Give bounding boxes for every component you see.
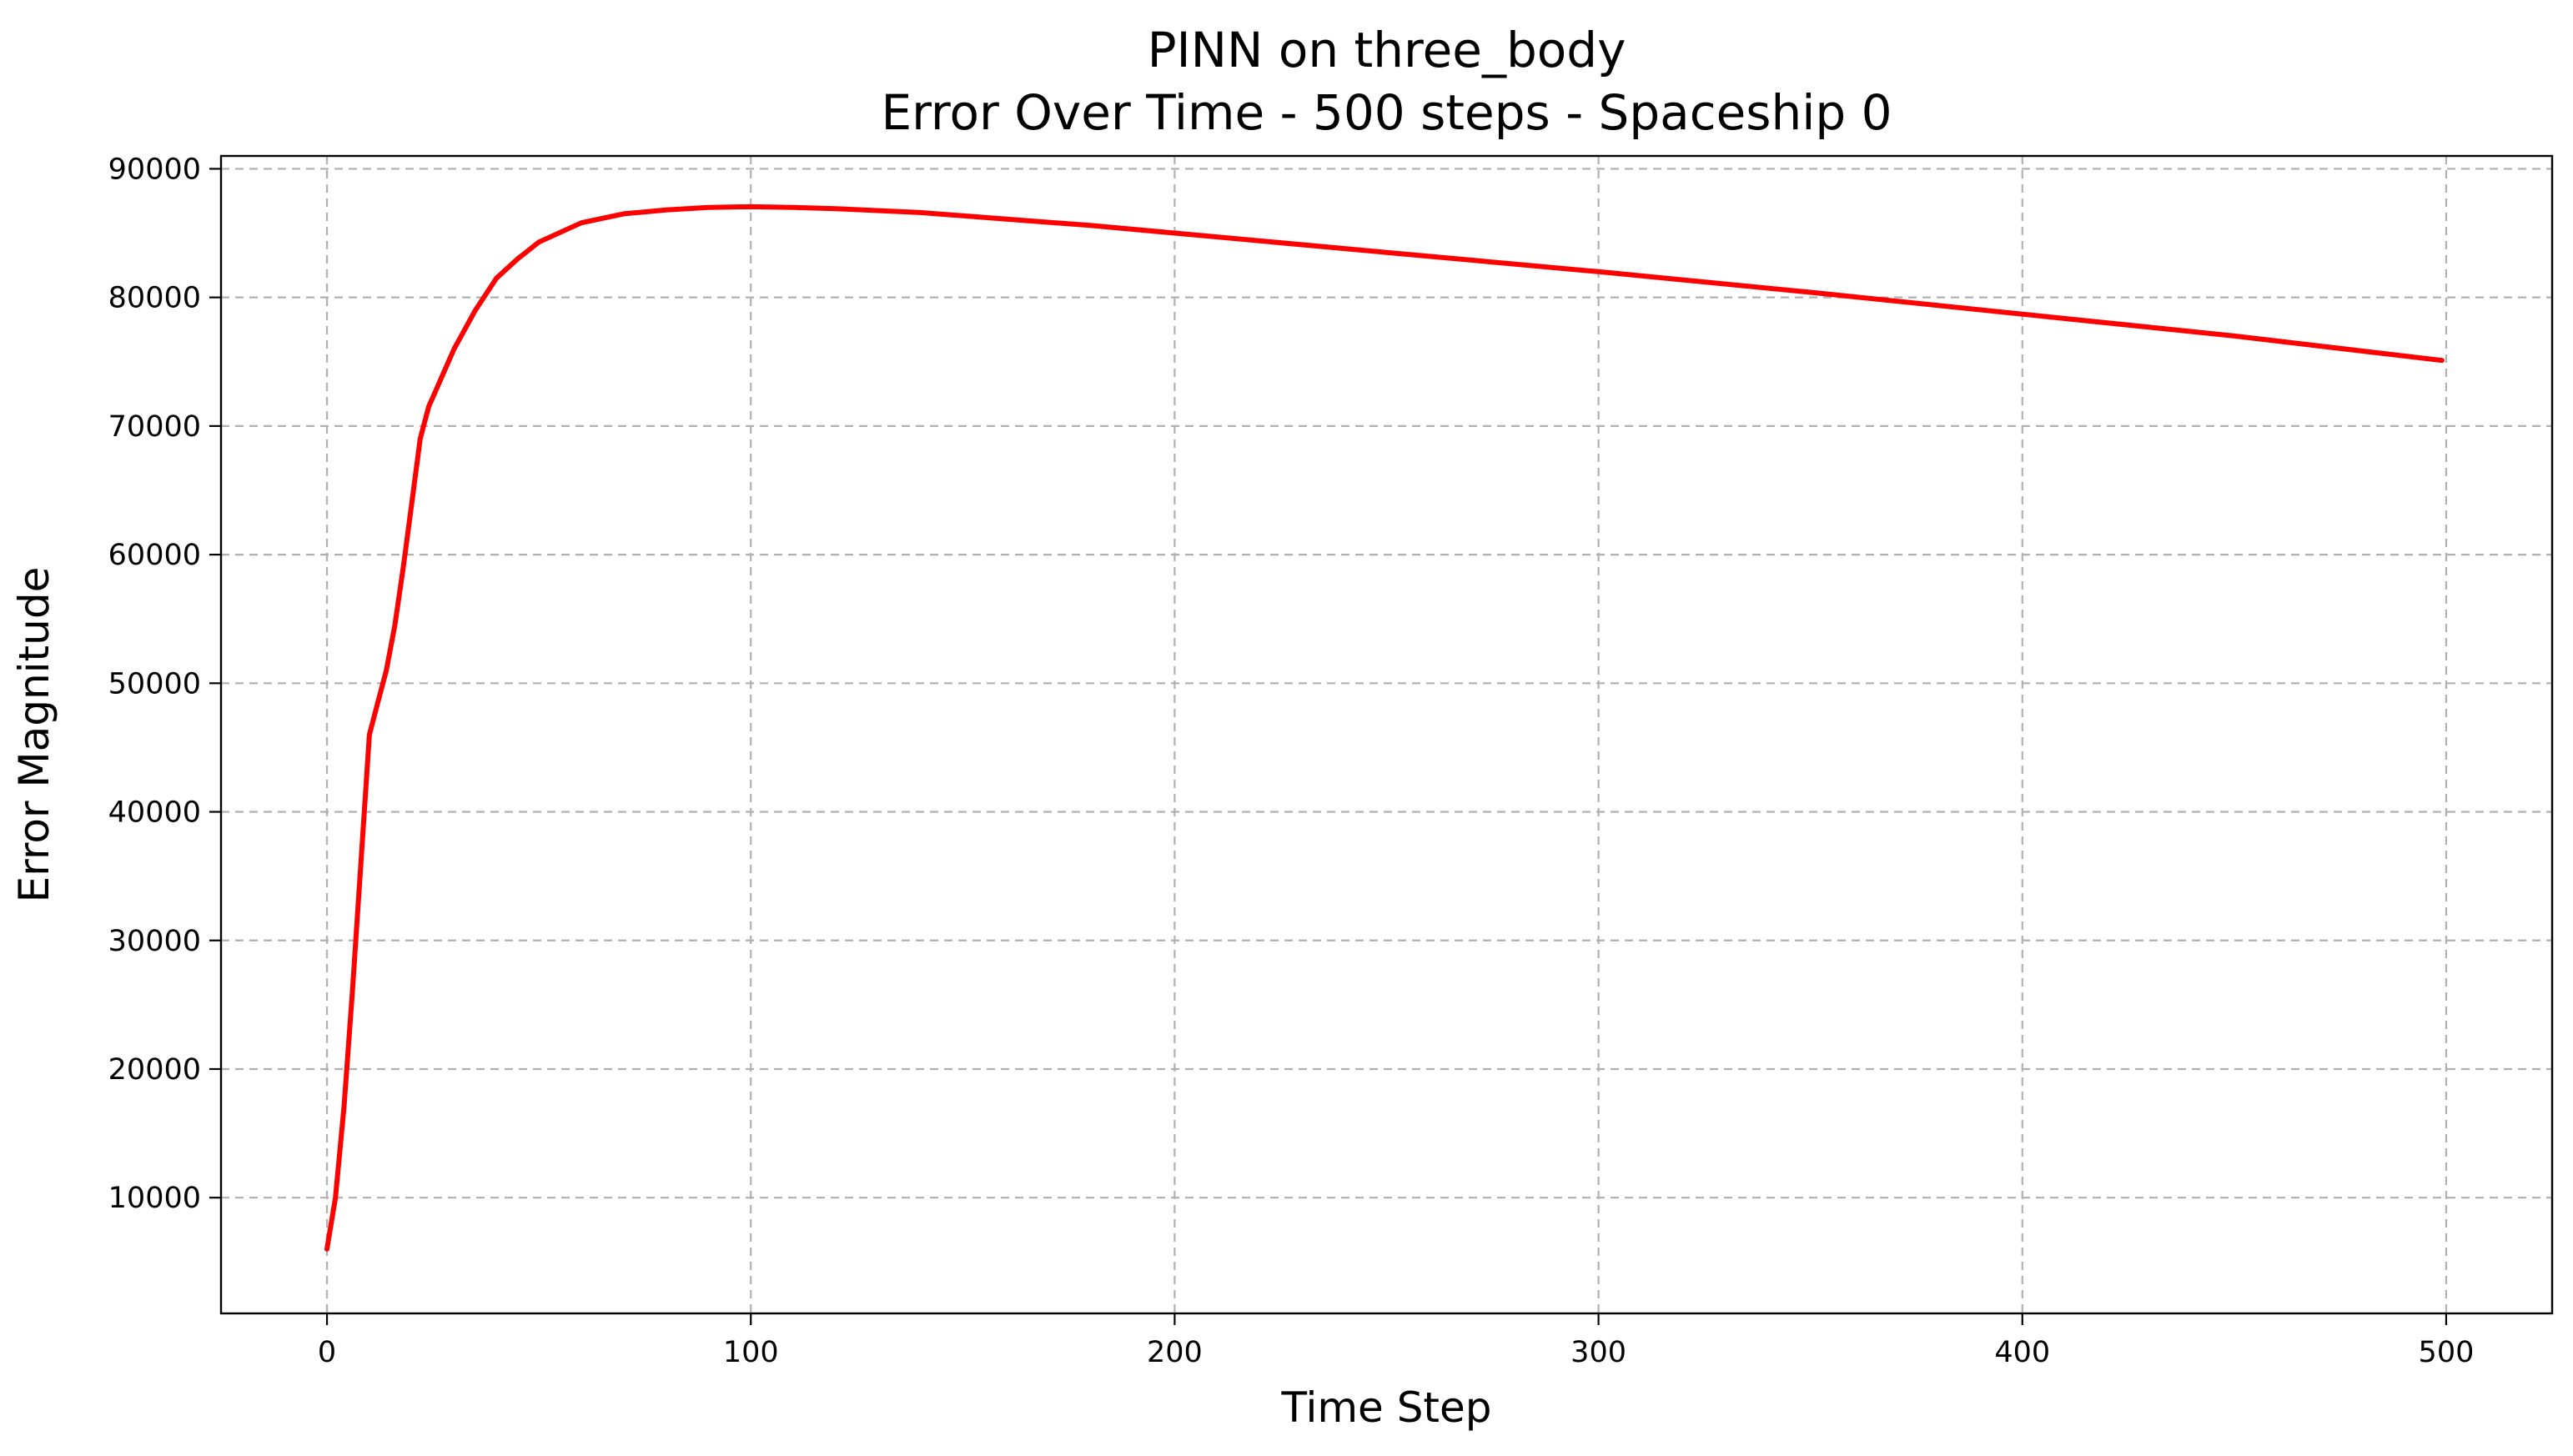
x-tick-label: 300: [1570, 1336, 1626, 1369]
chart-title-line1: PINN on three_body: [1148, 22, 1626, 78]
x-axis-label: Time Step: [1280, 1383, 1491, 1432]
y-tick-label: 20000: [108, 1053, 201, 1087]
y-tick-label: 50000: [108, 667, 201, 700]
y-tick-label: 70000: [108, 410, 201, 444]
plot-frame: [219, 154, 2554, 1315]
y-tick-label: 60000: [108, 539, 201, 572]
x-tick-label: 400: [1994, 1336, 2050, 1369]
chart-title-line2: Error Over Time - 500 steps - Spaceship …: [881, 84, 1892, 141]
x-tick-label: 500: [2419, 1336, 2475, 1369]
y-tick-label: 10000: [108, 1182, 201, 1215]
axis-ticks: 0 100 200 300 400 500 10000 20000 30000 40000 5000…: [108, 153, 2475, 1369]
y-tick-label: 40000: [108, 796, 201, 830]
grid: [221, 156, 2552, 1313]
y-tick-label: 80000: [108, 282, 201, 315]
y-tick-label: 30000: [108, 925, 201, 958]
y-axis-label: Error Magnitude: [10, 567, 58, 903]
series-group: [324, 203, 2445, 1252]
x-tick-label: 100: [723, 1336, 779, 1369]
x-tick-label: 0: [318, 1336, 336, 1369]
series-line: [324, 203, 2445, 1252]
y-tick-label: 90000: [108, 153, 201, 186]
x-tick-label: 200: [1147, 1336, 1203, 1369]
